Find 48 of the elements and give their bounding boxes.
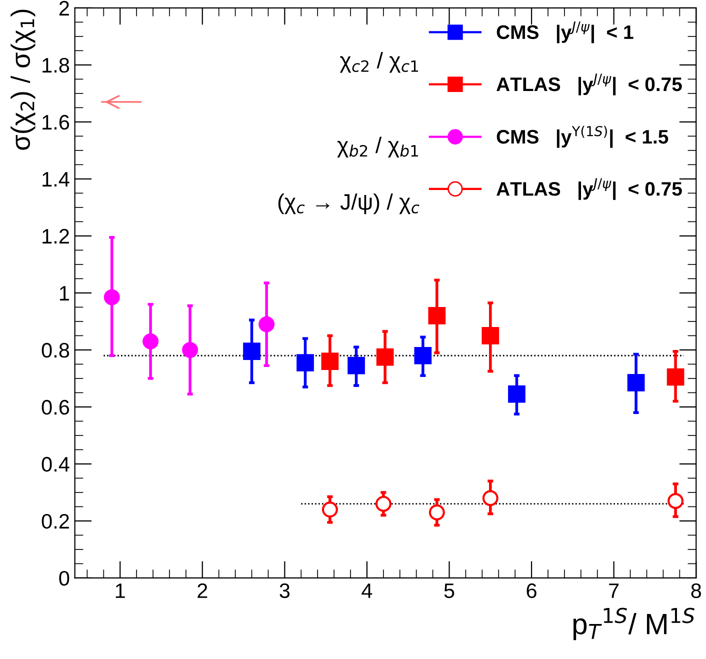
x-tick-label: 8	[691, 583, 702, 598]
x-tick-label: 7	[609, 584, 619, 598]
point	[142, 333, 159, 350]
legend-label: CMS |y$^{J/ψ}$| < 1	[496, 22, 634, 44]
point	[666, 368, 684, 386]
y-tick-label: 0.2	[42, 514, 69, 529]
point	[376, 348, 394, 366]
x-axis-title: p$_{T}$$^{1S}$/ M$^{1S}$	[573, 608, 694, 640]
legend-label: ATLAS |y$^{J/ψ}$| < 0.75	[496, 74, 682, 96]
y-axis-title: σ(χ$_{2}$) / σ(χ$_{1}$)	[10, 10, 36, 150]
point	[428, 307, 446, 324]
point	[375, 496, 392, 512]
x-tick-label: 6	[526, 583, 536, 598]
y-tick-label: 1.8	[42, 58, 70, 73]
point	[104, 289, 120, 306]
point	[668, 493, 684, 509]
x-tick-label: 2	[198, 583, 208, 598]
y-tick-label: 1	[60, 286, 69, 300]
y-tick-label: 1.2	[42, 228, 69, 244]
point	[258, 316, 275, 332]
x-tick-label: 4	[362, 584, 372, 598]
y-tick-label: 0.6	[42, 400, 70, 415]
point	[296, 354, 314, 372]
annotation: (χ$_{c}$ → J/ψ) / χ$_{c}$	[278, 193, 420, 214]
annotation: χ$_{c2}$ / χ$_{c1}$	[340, 52, 418, 73]
legend-label: ATLAS |y$^{J/ψ}$| < 0.75	[496, 178, 682, 200]
y-tick-label: 0.4	[42, 456, 70, 472]
point	[482, 326, 500, 344]
y-tick-label: 1.4	[42, 172, 70, 186]
point	[627, 374, 645, 392]
x-tick-label: 1	[116, 584, 125, 598]
y-tick-label: 0.8	[42, 342, 70, 358]
x-tick-label: 5	[444, 584, 454, 598]
point	[348, 356, 365, 374]
point	[482, 490, 498, 506]
point	[322, 502, 338, 518]
annotation: χ$_{b2}$ / χ$_{b1}$	[337, 136, 418, 158]
legend-label: CMS |y$^{Υ(1S)}$| < 1.5	[496, 126, 668, 148]
point	[243, 342, 260, 360]
point	[182, 342, 198, 358]
x-tick-label: 3	[280, 583, 290, 598]
y-tick-label: 1.6	[42, 114, 70, 130]
point	[321, 352, 339, 370]
point	[414, 346, 432, 364]
point	[428, 504, 445, 520]
point	[508, 385, 526, 403]
y-tick-label: 2	[59, 0, 69, 16]
y-tick-label: 0	[59, 570, 70, 586]
